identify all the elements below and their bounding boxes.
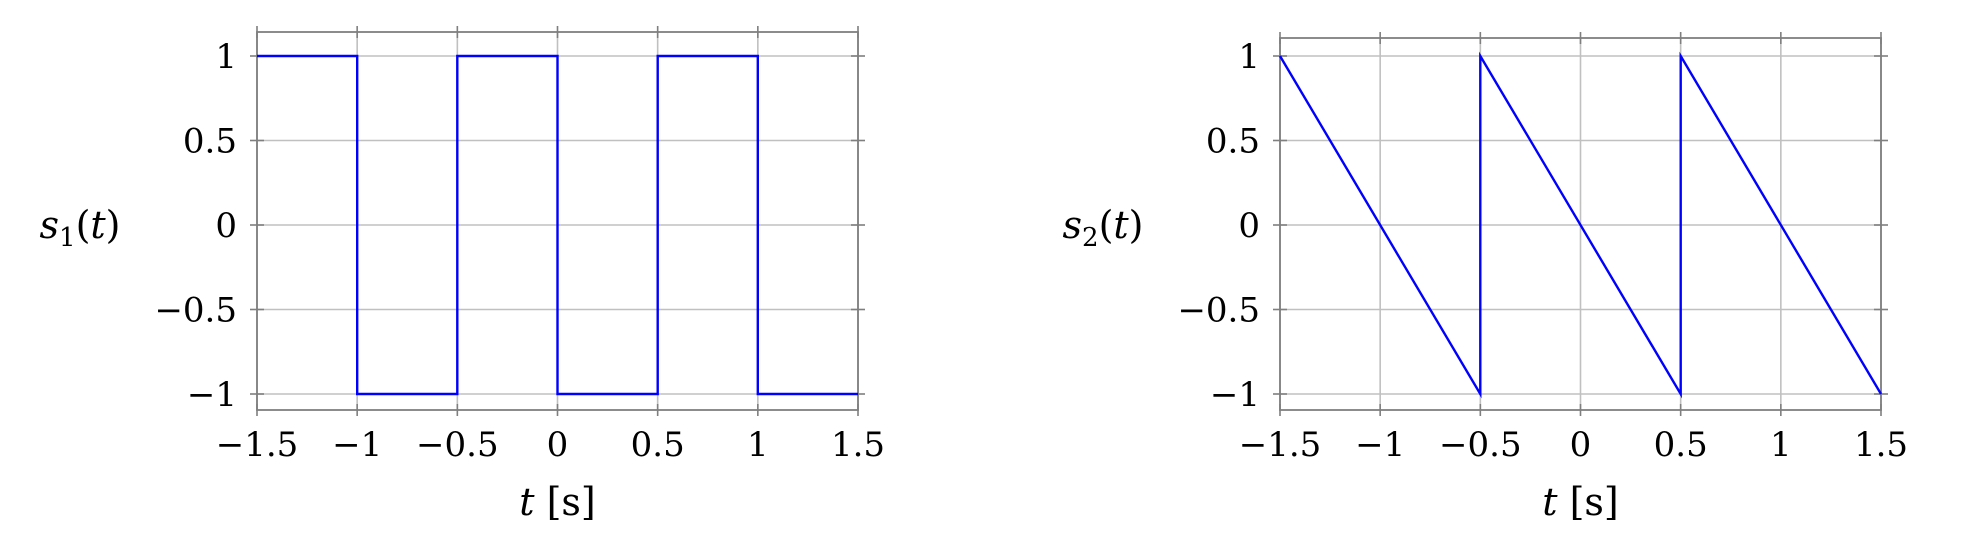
x-axis-label: t [s] (1542, 480, 1619, 524)
x-tick-label: 0.5 (1654, 425, 1708, 465)
x-tick-label: −1 (1355, 425, 1405, 465)
x-tick-label: −1 (332, 425, 382, 465)
x-tick-label: 0 (547, 425, 569, 465)
x-tick-label: −0.5 (1439, 425, 1522, 465)
x-tick-label: 1.5 (1854, 425, 1908, 465)
x-tick-label: −0.5 (416, 425, 499, 465)
y-tick-label: −1 (187, 375, 237, 415)
y-tick-label: −0.5 (154, 291, 237, 331)
y-tick-label: 0 (1238, 206, 1260, 246)
y-axis-label: s1(t) (40, 203, 121, 253)
y-tick-label: −1 (1210, 375, 1260, 415)
x-tick-label: 0.5 (631, 425, 685, 465)
plot-s1: −1.5 −1 −0.5 0 0.5 1 1.5 1 0.5 0 −0.5 −1 s1(t) t [s] (40, 26, 885, 524)
series-line (257, 54, 858, 396)
series-line (1278, 51, 1883, 399)
x-axis-label: t [s] (519, 480, 596, 524)
y-tick-label: 0 (215, 206, 237, 246)
x-tick-label: −1.5 (1239, 425, 1322, 465)
x-tick-label: −1.5 (216, 425, 299, 465)
y-tick-label: 0.5 (1206, 122, 1260, 162)
plot-s2: −1.5 −1 −0.5 0 0.5 1 1.5 1 0.5 0 −0.5 −1 s2(t) t [s] (1063, 32, 1908, 524)
y-tick-label: 1 (1238, 37, 1260, 77)
x-tick-label: 0 (1570, 425, 1592, 465)
y-tick-label: 1 (215, 37, 237, 77)
y-axis-label: s2(t) (1063, 203, 1144, 253)
y-tick-label: −0.5 (1177, 291, 1260, 331)
y-tick-label: 0.5 (183, 122, 237, 162)
x-tick-label: 1 (747, 425, 769, 465)
x-tick-label: 1 (1770, 425, 1792, 465)
x-tick-label: 1.5 (831, 425, 885, 465)
